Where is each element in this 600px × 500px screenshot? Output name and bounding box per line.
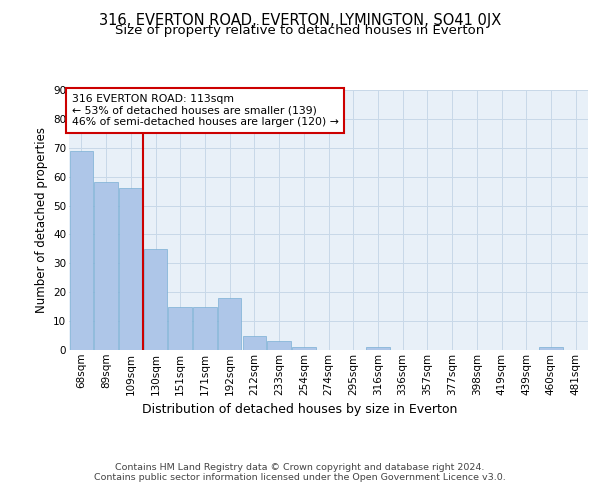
Bar <box>268 342 291 350</box>
Text: 316 EVERTON ROAD: 113sqm
← 53% of detached houses are smaller (139)
46% of semi-: 316 EVERTON ROAD: 113sqm ← 53% of detach… <box>71 94 338 127</box>
Bar <box>119 188 143 350</box>
Bar <box>242 336 266 350</box>
Text: 316, EVERTON ROAD, EVERTON, LYMINGTON, SO41 0JX: 316, EVERTON ROAD, EVERTON, LYMINGTON, S… <box>99 12 501 28</box>
Bar <box>218 298 241 350</box>
Text: Distribution of detached houses by size in Everton: Distribution of detached houses by size … <box>142 402 458 415</box>
Bar <box>144 249 167 350</box>
Y-axis label: Number of detached properties: Number of detached properties <box>35 127 47 313</box>
Bar <box>70 150 93 350</box>
Bar <box>193 306 217 350</box>
Bar <box>539 347 563 350</box>
Bar <box>94 182 118 350</box>
Text: Size of property relative to detached houses in Everton: Size of property relative to detached ho… <box>115 24 485 37</box>
Bar <box>292 347 316 350</box>
Bar <box>366 347 389 350</box>
Bar <box>169 306 192 350</box>
Text: Contains HM Land Registry data © Crown copyright and database right 2024.
Contai: Contains HM Land Registry data © Crown c… <box>94 462 506 482</box>
